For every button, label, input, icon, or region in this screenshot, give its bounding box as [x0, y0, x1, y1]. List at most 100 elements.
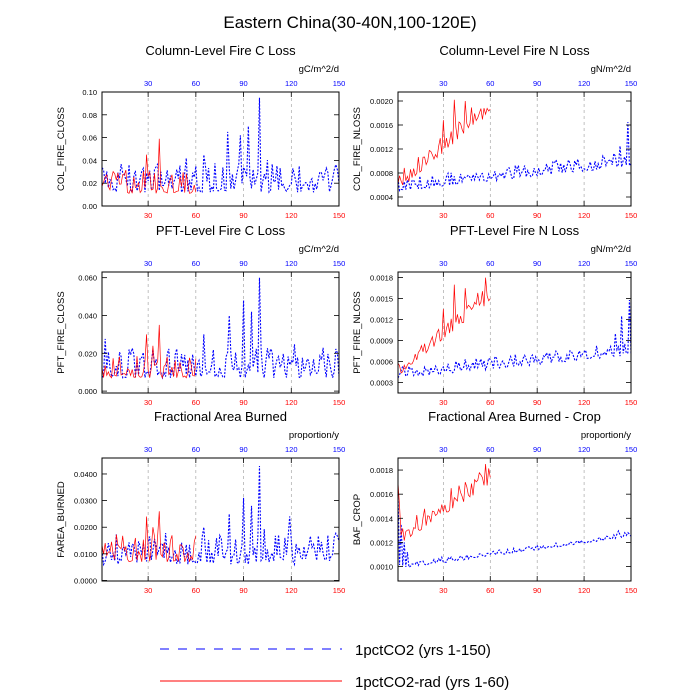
chart-panel-3: PFT-Level Fire N Loss gN/m^2/d PFT_FIRE_NL… — [352, 223, 637, 407]
chart-units: gC/m^2/d — [299, 244, 339, 255]
x-tick-label-top: 30 — [439, 445, 447, 454]
y-tick-label: 0.0000 — [74, 576, 97, 585]
series-line-1pctCO2-rad — [397, 277, 491, 374]
legend-label-1pctCO2-rad: 1pctCO2-rad (yrs 1-60) — [355, 674, 509, 691]
x-tick-label-bottom: 30 — [439, 211, 447, 220]
y-tick-label: 0.0400 — [74, 470, 97, 479]
chart-units: proportion/y — [289, 430, 339, 441]
y-tick-label: 0.040 — [78, 311, 97, 320]
figure-title: Eastern China(30-40N,100-120E) — [223, 13, 476, 32]
y-axis-label: COL_FIRE_CLOSS — [56, 107, 67, 191]
plot-frame — [101, 91, 340, 207]
legend-label-1pctCO2: 1pctCO2 (yrs 1-150) — [355, 642, 491, 659]
x-tick-label-bottom: 90 — [533, 398, 541, 407]
x-tick-label-bottom: 60 — [486, 586, 494, 595]
x-tick-label-bottom: 120 — [578, 398, 591, 407]
y-axis-label: FAREA_BURNED — [56, 481, 67, 558]
chart-title: Fractional Area Burned — [154, 409, 287, 424]
y-axis-label: BAF_CROP — [352, 494, 363, 545]
x-tick-label-top: 150 — [625, 79, 638, 88]
series-line-1pctCO2 — [101, 465, 340, 567]
chart-units: proportion/y — [581, 430, 631, 441]
x-tick-label-top: 60 — [486, 79, 494, 88]
y-tick-label: 0.0010 — [370, 563, 393, 572]
x-tick-label-top: 30 — [439, 259, 447, 268]
y-tick-label: 0.020 — [78, 349, 97, 358]
x-tick-label-top: 90 — [533, 259, 541, 268]
x-tick-label-top: 90 — [533, 445, 541, 454]
y-tick-label: 0.0008 — [370, 169, 393, 178]
y-axis-label: COL_FIRE_NLOSS — [352, 107, 363, 191]
x-tick-label-bottom: 150 — [625, 398, 638, 407]
chart-units: gN/m^2/d — [591, 64, 631, 75]
y-tick-label: 0.0012 — [370, 538, 393, 547]
x-tick-label-bottom: 60 — [192, 211, 200, 220]
plot-frame — [101, 457, 340, 582]
x-tick-label-bottom: 90 — [533, 586, 541, 595]
x-tick-label-bottom: 120 — [285, 211, 298, 220]
series-line-1pctCO2-rad — [397, 99, 491, 186]
y-tick-label: 0.0020 — [370, 97, 393, 106]
x-tick-label-bottom: 120 — [285, 398, 298, 407]
y-tick-label: 0.060 — [78, 274, 97, 283]
x-tick-label-top: 30 — [439, 79, 447, 88]
x-tick-label-bottom: 120 — [578, 586, 591, 595]
x-tick-label-bottom: 30 — [439, 398, 447, 407]
x-tick-label-top: 60 — [192, 79, 200, 88]
x-tick-label-top: 60 — [486, 445, 494, 454]
x-tick-label-bottom: 150 — [333, 586, 346, 595]
plot-frame — [397, 457, 632, 582]
x-tick-label-top: 60 — [486, 259, 494, 268]
series-line-1pctCO2 — [397, 494, 632, 569]
series-line-1pctCO2-rad — [101, 324, 197, 380]
plot-frame — [397, 271, 632, 394]
x-tick-label-bottom: 90 — [239, 586, 247, 595]
x-tick-label-bottom: 30 — [144, 398, 152, 407]
legend: 1pctCO2 (yrs 1-150) 1pctCO2-rad (yrs 1-6… — [160, 642, 509, 691]
x-tick-label-top: 150 — [625, 445, 638, 454]
x-tick-label-bottom: 150 — [333, 398, 346, 407]
x-tick-label-top: 120 — [578, 259, 591, 268]
y-tick-label: 0.0015 — [370, 295, 393, 304]
x-tick-label-bottom: 150 — [625, 211, 638, 220]
x-tick-label-bottom: 90 — [239, 211, 247, 220]
y-tick-label: 0.0100 — [74, 550, 97, 559]
y-tick-label: 0.06 — [82, 134, 97, 143]
series-line-1pctCO2-rad — [101, 511, 197, 563]
x-tick-label-bottom: 60 — [486, 211, 494, 220]
x-tick-label-bottom: 90 — [239, 398, 247, 407]
y-axis-label: PFT_FIRE_NLOSS — [352, 291, 363, 373]
chart-units: gN/m^2/d — [591, 244, 631, 255]
x-tick-label-top: 60 — [192, 445, 200, 454]
y-tick-label: 0.0012 — [370, 316, 393, 325]
x-tick-label-top: 120 — [285, 445, 298, 454]
chart-panel-5: Fractional Area Burned - Crop proportion/… — [352, 409, 637, 595]
y-tick-label: 0.0012 — [370, 145, 393, 154]
y-tick-label: 0.0014 — [370, 514, 393, 523]
x-tick-label-bottom: 30 — [144, 211, 152, 220]
x-tick-label-top: 30 — [144, 445, 152, 454]
y-tick-label: 0.0016 — [370, 121, 393, 130]
x-tick-label-top: 90 — [239, 259, 247, 268]
x-tick-label-top: 120 — [285, 259, 298, 268]
x-tick-label-bottom: 30 — [144, 586, 152, 595]
chart-title: PFT-Level Fire N Loss — [450, 223, 580, 238]
series-line-1pctCO2 — [397, 121, 632, 192]
x-tick-label-bottom: 60 — [192, 398, 200, 407]
chart-title: Fractional Area Burned - Crop — [428, 409, 601, 424]
x-tick-label-bottom: 150 — [333, 211, 346, 220]
x-tick-label-top: 90 — [239, 445, 247, 454]
y-tick-label: 0.02 — [82, 179, 97, 188]
y-tick-label: 0.08 — [82, 111, 97, 120]
x-tick-label-bottom: 30 — [439, 586, 447, 595]
panels: Column-Level Fire C LossgC/m^2/dCOL_FIRE… — [56, 43, 637, 595]
y-tick-label: 0.10 — [82, 88, 97, 97]
y-tick-label: 0.04 — [82, 156, 97, 165]
y-tick-label: 0.0200 — [74, 523, 97, 532]
plot-frame — [101, 271, 340, 394]
y-tick-label: 0.0009 — [370, 337, 393, 346]
x-tick-label-bottom: 60 — [192, 586, 200, 595]
